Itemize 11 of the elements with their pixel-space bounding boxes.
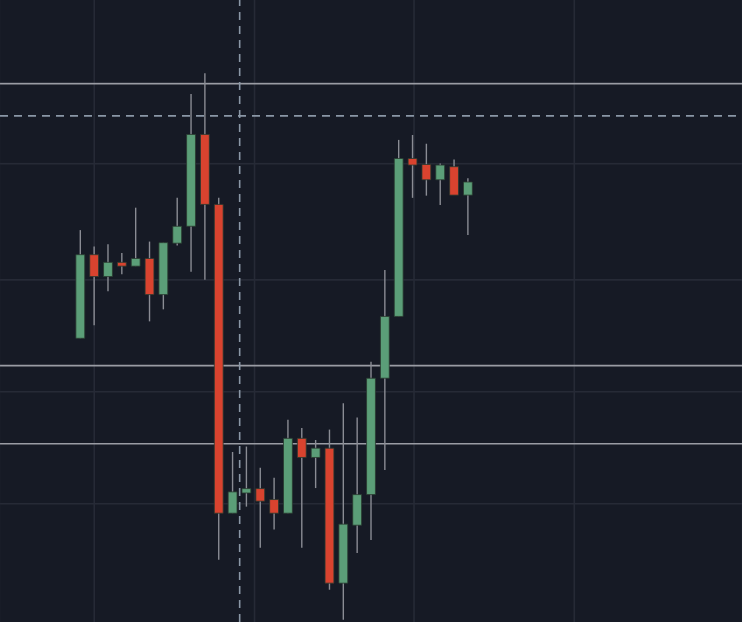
candlestick bbox=[103, 243, 113, 293]
candlestick bbox=[435, 162, 446, 206]
candlestick bbox=[269, 476, 279, 531]
candlestick bbox=[463, 177, 473, 236]
candlestick bbox=[352, 416, 362, 554]
candlestick bbox=[117, 252, 127, 276]
candlestick bbox=[89, 245, 99, 326]
candlestick bbox=[296, 427, 307, 549]
candlestick bbox=[172, 197, 183, 247]
candlestick bbox=[449, 158, 459, 196]
candlestick bbox=[255, 467, 266, 549]
